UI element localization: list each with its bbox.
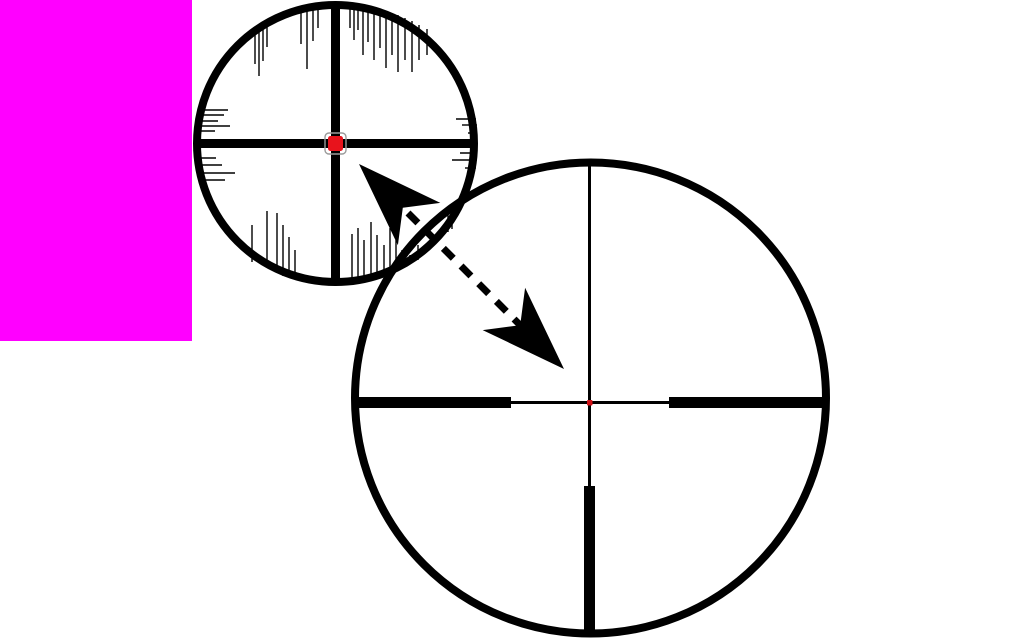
hatch-bottom-right [351,215,453,282]
illuminated-dot-outline [324,132,347,155]
magenta-block [0,0,192,341]
zoom-arrow-shaft [405,210,524,329]
main-reticle [351,158,830,638]
zoom-arrow-head-lower-icon [482,287,564,369]
zoom-arrow [359,164,564,369]
zoom-arrow-head-upper-icon [359,164,441,246]
zoom-inset-reticle [193,1,478,286]
illuminated-dot [328,136,343,151]
main-center-dot [587,400,593,406]
